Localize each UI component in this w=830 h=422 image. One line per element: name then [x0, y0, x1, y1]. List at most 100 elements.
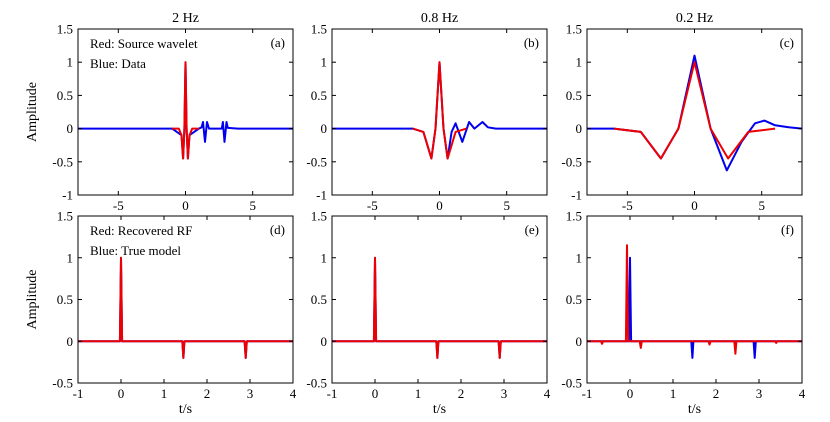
- x-tick-label: 2: [458, 386, 465, 401]
- x-tick-label: 4: [290, 386, 297, 401]
- x-tick-label: 5: [758, 198, 765, 213]
- x-tick-label: 0: [372, 386, 379, 401]
- y-tick-label: 1.5: [311, 209, 327, 224]
- panel-c: -5 0 5 -1 -0.5 0 0.5 1 1.5 0.2 Hz (c): [561, 11, 803, 213]
- x-axis-label: t/s: [179, 402, 192, 417]
- x-axis-label: t/s: [688, 402, 701, 417]
- series-source-wavelet: [613, 61, 776, 160]
- y-tick-label: 1: [576, 250, 583, 265]
- y-tick-label: 1.5: [57, 209, 73, 224]
- x-tick-label: -5: [113, 198, 124, 213]
- y-tick-label: -1: [571, 188, 582, 203]
- panel-e: -1 0 1 2 3 4 -0.5 0 0.5 1 1.5 (e) t/s: [306, 209, 550, 418]
- axes-frame: [331, 215, 548, 384]
- series-true-model: [78, 256, 293, 359]
- panel-title: 0.2 Hz: [676, 11, 713, 26]
- x-tick-label: -1: [582, 386, 593, 401]
- y-tick-label: 1: [576, 55, 583, 70]
- series-source-wavelet: [172, 61, 199, 160]
- legend-annotation: Red: Source wavelet: [90, 36, 198, 51]
- y-tick-label: -1: [62, 188, 73, 203]
- legend-annotation: Blue: Data: [90, 56, 146, 71]
- series-data: [587, 54, 802, 172]
- x-tick-label: 1: [161, 386, 168, 401]
- x-tick-label: 2: [204, 386, 211, 401]
- y-tick-label: 0.5: [566, 292, 582, 307]
- y-tick-label: 1.5: [311, 22, 327, 37]
- y-tick-label: 1.5: [57, 22, 73, 37]
- y-tick-label: -0.5: [561, 376, 582, 391]
- y-tick-label: -0.5: [52, 154, 73, 169]
- panel-label: (f): [781, 222, 794, 237]
- y-tick-label: 0.5: [566, 88, 582, 103]
- y-tick-label: 1.5: [566, 22, 582, 37]
- legend-annotation: Red: Recovered RF: [90, 223, 193, 238]
- series-source-wavelet: [412, 61, 467, 160]
- x-tick-label: 3: [501, 386, 508, 401]
- y-tick-label: 0: [67, 121, 74, 136]
- y-tick-label: 0.5: [311, 88, 327, 103]
- x-tick-label: 0: [182, 198, 189, 213]
- y-tick-label: -0.5: [306, 154, 327, 169]
- x-tick-label: -5: [367, 198, 378, 213]
- x-tick-label: 4: [799, 386, 806, 401]
- y-tick-label: 0: [67, 334, 74, 349]
- series-recovered-rf: [332, 256, 547, 359]
- x-tick-label: 0: [691, 198, 698, 213]
- y-axis-label: Amplitude: [25, 270, 40, 330]
- axes-frame: [331, 28, 548, 196]
- x-tick-label: 3: [247, 386, 254, 401]
- y-tick-label: 0.5: [57, 88, 73, 103]
- series-true-model: [587, 256, 802, 359]
- series-true-model: [332, 256, 547, 359]
- panel-label: (c): [780, 35, 794, 50]
- y-tick-label: 0: [576, 334, 583, 349]
- y-tick-label: 1: [67, 250, 74, 265]
- y-tick-label: -0.5: [306, 376, 327, 391]
- y-tick-label: -0.5: [52, 376, 73, 391]
- panel-a: -5 0 5 -1 -0.5 0 0.5 1 1.5 2 Hz (a) Red: Source wav…: [25, 11, 294, 213]
- panel-label: (a): [271, 35, 285, 50]
- panel-b: -5 0 5 -1 -0.5 0 0.5 1 1.5 0.8 Hz (b): [306, 11, 548, 213]
- x-tick-label: 2: [713, 386, 720, 401]
- y-tick-label: 0.5: [57, 292, 73, 307]
- x-tick-label: -1: [327, 386, 338, 401]
- y-tick-label: 0.5: [311, 292, 327, 307]
- y-tick-label: -0.5: [561, 154, 582, 169]
- x-tick-label: -5: [622, 198, 633, 213]
- y-tick-label: 0: [576, 121, 583, 136]
- panel-d: -1 0 1 2 3 4 -0.5 0 0.5 1 1.5 (d) Red: Recovered RF B…: [25, 209, 297, 418]
- y-tick-label: 0: [321, 334, 328, 349]
- x-tick-label: 4: [544, 386, 551, 401]
- series-recovered-rf: [78, 256, 293, 359]
- legend-annotation: Blue: True model: [90, 243, 181, 258]
- x-tick-label: 5: [249, 198, 256, 213]
- x-axis-label: t/s: [433, 402, 446, 417]
- y-tick-label: 1.5: [566, 209, 582, 224]
- y-tick-label: 1: [321, 250, 328, 265]
- axes-frame: [77, 215, 294, 384]
- panel-title: 0.8 Hz: [421, 11, 458, 26]
- y-tick-label: 0: [321, 121, 328, 136]
- y-tick-label: 1: [67, 55, 74, 70]
- x-tick-label: 1: [670, 386, 677, 401]
- x-tick-label: -1: [73, 386, 84, 401]
- series-recovered-rf: [587, 244, 802, 355]
- axes-frame: [586, 28, 803, 196]
- axes-frame: [586, 215, 803, 384]
- y-tick-label: -1: [316, 188, 327, 203]
- panel-label: (b): [524, 35, 539, 50]
- x-tick-label: 3: [756, 386, 763, 401]
- panel-label: (d): [270, 222, 285, 237]
- x-tick-label: 5: [503, 198, 510, 213]
- panel-title: 2 Hz: [172, 11, 199, 26]
- y-tick-label: 1: [321, 55, 328, 70]
- panel-f: -1 0 1 2 3 4 -0.5 0 0.5 1 1.5 (f) t/s: [561, 209, 805, 418]
- x-tick-label: 1: [415, 386, 422, 401]
- x-tick-label: 0: [627, 386, 634, 401]
- panel-label: (e): [525, 222, 539, 237]
- x-tick-label: 0: [436, 198, 443, 213]
- x-tick-label: 0: [118, 386, 125, 401]
- y-axis-label: Amplitude: [25, 82, 40, 142]
